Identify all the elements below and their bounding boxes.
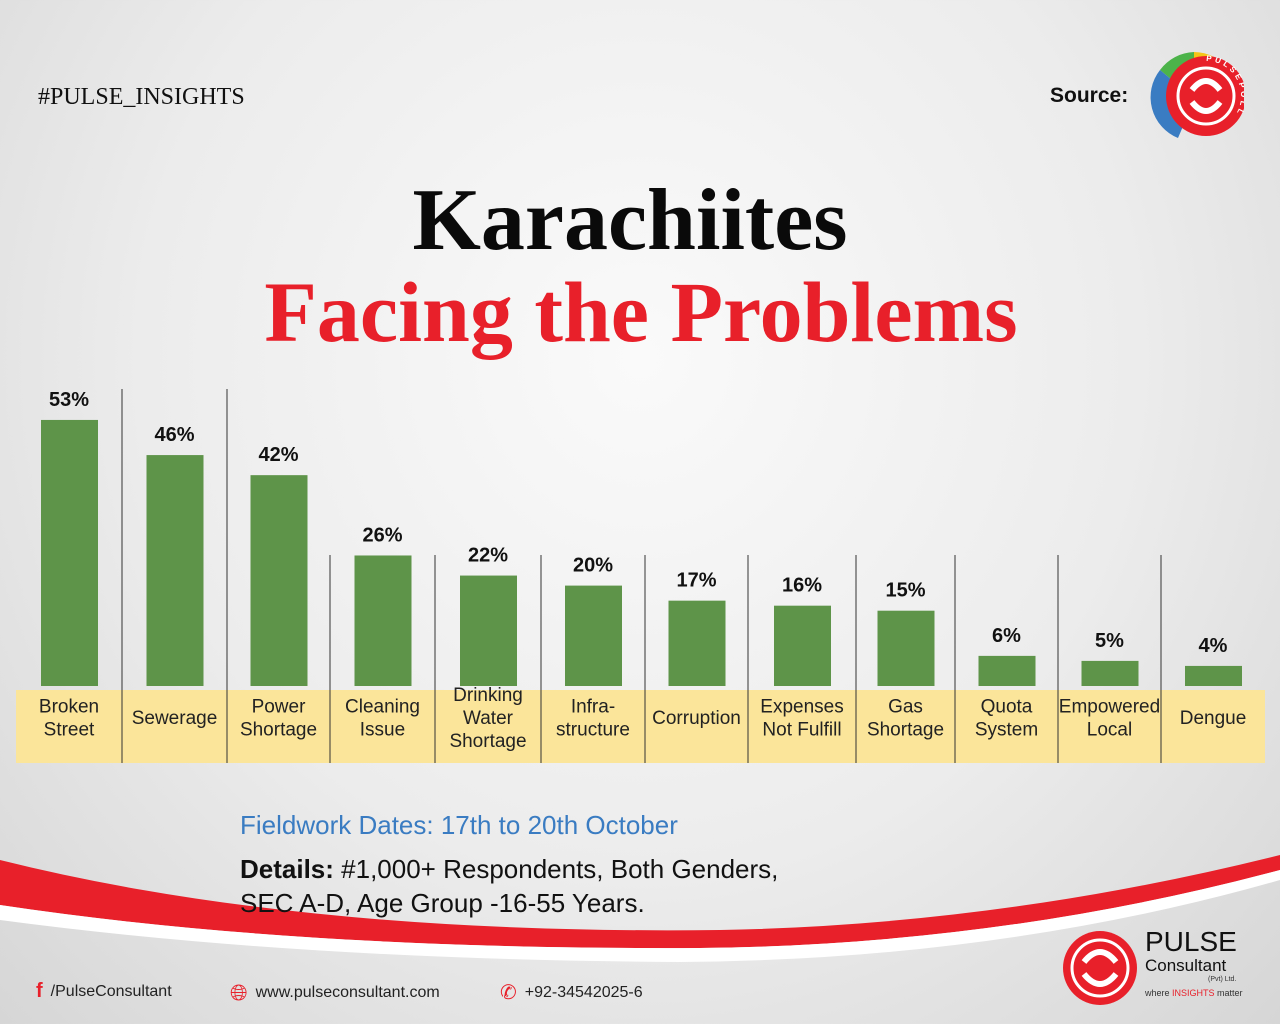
bar bbox=[565, 585, 622, 686]
category-label: Local bbox=[1087, 720, 1132, 741]
category-label: Infra- bbox=[571, 697, 615, 718]
website-url: www.pulseconsultant.com bbox=[255, 984, 440, 1001]
category-label: Expenses bbox=[760, 697, 843, 718]
phone-icon: ✆ bbox=[500, 982, 517, 1004]
bar bbox=[877, 610, 935, 686]
category-label: Power bbox=[252, 697, 307, 718]
category-label: Not Fulfill bbox=[762, 720, 841, 741]
pulse-consultant-logo bbox=[1063, 931, 1137, 1005]
category-label: Quota bbox=[981, 697, 1033, 718]
website-link[interactable]: 🌐︎ www.pulseconsultant.com bbox=[230, 980, 440, 1006]
title-line2: Facing the Problems bbox=[264, 264, 1018, 360]
category-label: Street bbox=[44, 720, 95, 741]
category-label: Gas bbox=[888, 697, 923, 718]
tag-post: matter bbox=[1214, 988, 1243, 998]
title-line1: Karachiites bbox=[412, 172, 848, 269]
bar bbox=[146, 455, 204, 686]
phone-link[interactable]: ✆ +92-34542025-6 bbox=[500, 980, 643, 1005]
details: Details: #1,000+ Respondents, Both Gende… bbox=[240, 852, 778, 920]
category-label: Dengue bbox=[1180, 708, 1247, 729]
brand-pvt: (Pvt) Ltd. bbox=[1208, 976, 1237, 983]
source-label: Source: bbox=[1050, 84, 1129, 107]
phone-number: +92-34542025-6 bbox=[524, 983, 643, 1001]
facebook-handle: /PulseConsultant bbox=[50, 982, 172, 1000]
fieldwork-dates: Fieldwork Dates: 17th to 20th October bbox=[240, 810, 678, 840]
globe-icon: 🌐︎ bbox=[230, 980, 248, 1005]
category-label: structure bbox=[556, 720, 630, 741]
bar bbox=[354, 555, 412, 686]
bar-chart: 53%BrokenStreet46%Sewerage42%PowerShorta… bbox=[16, 389, 1265, 763]
category-label: Shortage bbox=[449, 731, 526, 752]
data-label: 15% bbox=[885, 580, 925, 602]
tag-pre: where bbox=[1145, 988, 1173, 998]
details-line2: SEC A-D, Age Group -16-55 Years. bbox=[240, 888, 645, 918]
facebook-link[interactable]: f/PulseConsultant bbox=[36, 980, 172, 1003]
data-label: 53% bbox=[49, 389, 89, 411]
data-label: 22% bbox=[468, 545, 508, 567]
category-label: System bbox=[975, 720, 1038, 741]
data-label: 16% bbox=[782, 575, 822, 597]
data-label: 20% bbox=[573, 555, 613, 577]
category-label: Empowered bbox=[1059, 697, 1160, 718]
bar bbox=[250, 475, 308, 686]
bar bbox=[1185, 665, 1242, 686]
category-label: Sewerage bbox=[132, 708, 218, 729]
category-label: Water bbox=[463, 708, 514, 729]
data-label: 5% bbox=[1095, 630, 1124, 652]
bar bbox=[774, 605, 831, 686]
brand-name: PULSE bbox=[1145, 926, 1237, 957]
bar bbox=[978, 655, 1036, 686]
bar bbox=[1081, 660, 1139, 686]
data-label: 6% bbox=[992, 625, 1021, 647]
data-label: 42% bbox=[258, 444, 298, 466]
data-label: 26% bbox=[362, 524, 402, 546]
details-text: #1,000+ Respondents, Both Genders, bbox=[333, 854, 779, 884]
category-label: Issue bbox=[360, 720, 405, 741]
category-label: Shortage bbox=[240, 720, 317, 741]
details-label: Details: bbox=[240, 854, 334, 884]
bar bbox=[668, 600, 726, 686]
category-label: Drinking bbox=[453, 685, 523, 706]
label-band bbox=[16, 690, 1265, 763]
data-label: 17% bbox=[676, 570, 716, 592]
bar bbox=[41, 419, 98, 686]
data-label: 4% bbox=[1199, 635, 1228, 657]
data-label: 46% bbox=[154, 424, 194, 446]
hashtag: #PULSE_INSIGHTS bbox=[38, 84, 245, 110]
brand-sub: Consultant bbox=[1145, 956, 1227, 975]
bar bbox=[460, 575, 517, 686]
category-label: Broken bbox=[39, 697, 99, 718]
facebook-icon: f bbox=[36, 980, 43, 1002]
brand-tagline: where INSIGHTS matter bbox=[1145, 988, 1243, 998]
tag-mid: INSIGHTS bbox=[1172, 988, 1215, 998]
category-label: Cleaning bbox=[345, 697, 420, 718]
pulse-poll-logo: PULSEPOLL bbox=[1150, 52, 1244, 138]
category-label: Shortage bbox=[867, 720, 944, 741]
category-label: Corruption bbox=[652, 708, 741, 729]
